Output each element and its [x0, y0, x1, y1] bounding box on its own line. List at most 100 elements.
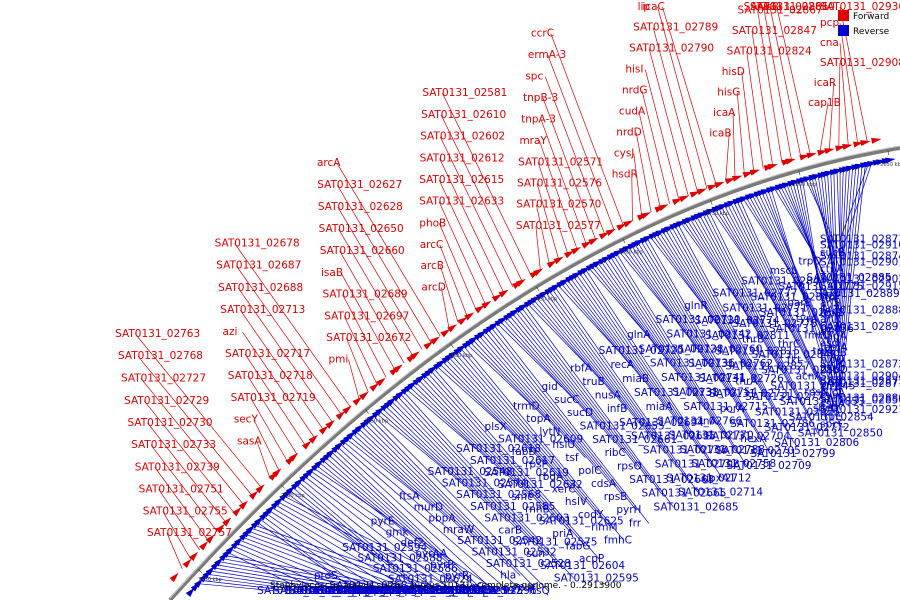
- reverse-gene-label: asd: [820, 337, 839, 349]
- connector-line: [478, 335, 586, 459]
- reverse-gene-feature: [185, 587, 195, 597]
- reverse-gene-label: fabD: [512, 446, 537, 458]
- forward-gene-label: icaB: [709, 127, 731, 139]
- reverse-gene-label: SAT0131_02786: [730, 418, 815, 430]
- connector-line: [336, 162, 441, 337]
- reverse-gene-label: SAT0131_02617: [470, 455, 555, 467]
- connector-line: [668, 228, 766, 398]
- connector-line: [298, 481, 424, 591]
- reverse-gene-label: tkt: [787, 355, 801, 367]
- connector-line: [594, 264, 671, 364]
- connector-line: [499, 321, 575, 401]
- connector-line: [643, 239, 761, 440]
- connector-line: [367, 420, 521, 576]
- reverse-gene-label: trpE: [820, 411, 842, 423]
- connector-line: [442, 92, 532, 276]
- reverse-gene-label: SAT0131_02574: [442, 478, 527, 490]
- forward-gene-label: nrdD: [616, 127, 642, 139]
- reverse-gene-label: SAT0131_02728: [639, 343, 724, 355]
- connector-line: [336, 185, 432, 343]
- scale-tick-label: 2650 kbp: [534, 297, 558, 303]
- reverse-gene-label: SAT0131_02872: [820, 358, 900, 370]
- connector-line: [406, 388, 477, 450]
- scale-ticks: 2450 kbp 2500 kbp 2550 kbp 2600 kbp 2650 kbp…: [197, 150, 900, 583]
- reverse-gene-label: SAT0131_02646: [406, 585, 491, 597]
- forward-gene-feature: [491, 294, 502, 302]
- reverse-gene-label: polC: [578, 465, 601, 477]
- reverse-gene-label: SAT0131_02568: [456, 489, 541, 501]
- forward-gene-feature: [222, 517, 232, 527]
- reverse-gene-label: SAT0131_02771: [723, 303, 808, 315]
- connector-line: [242, 536, 385, 592]
- connector-line: [439, 158, 505, 293]
- forward-gene-label: isaB: [321, 267, 343, 279]
- connector-line: [770, 189, 841, 417]
- connector-line: [524, 305, 674, 508]
- reverse-gene-feature: [305, 466, 316, 476]
- connector-line: [839, 168, 847, 297]
- connector-line: [521, 307, 662, 494]
- reverse-gene-label: trmD: [513, 400, 540, 412]
- connector-line: [204, 576, 310, 592]
- reverse-gene-label: SAT0131_02880: [820, 393, 900, 405]
- connector-line: [635, 132, 652, 213]
- forward-gene-feature: [689, 191, 700, 198]
- reverse-gene-label: ctpA: [820, 264, 845, 276]
- connector-line: [662, 6, 717, 186]
- connector-line: [376, 413, 448, 473]
- forward-gene-label: SAT0131_02727: [121, 373, 206, 385]
- connector-line: [427, 372, 573, 535]
- forward-gene-label: sasA: [237, 435, 262, 447]
- forward-gene-label: icaR: [814, 77, 836, 89]
- connector-line: [334, 449, 480, 588]
- forward-gene-feature: [440, 328, 451, 338]
- connector-line: [343, 316, 378, 385]
- connector-line: [622, 249, 687, 335]
- connector-line: [237, 287, 333, 423]
- forward-gene-feature: [392, 364, 403, 373]
- forward-gene-label: SAT0131_02713: [220, 304, 305, 316]
- forward-gene-label: SAT0131_02627: [317, 179, 402, 191]
- reverse-gene-label: SAT0131_02548: [428, 466, 513, 478]
- connector-line: [545, 292, 664, 451]
- reverse-gene-label: sucD: [567, 407, 593, 419]
- connector-line: [397, 396, 547, 555]
- connector-line: [705, 212, 810, 418]
- connector-line: [430, 370, 586, 547]
- forward-gene-label: SAT0131_02860: [750, 1, 835, 13]
- connector-line: [763, 6, 792, 161]
- connector-line: [839, 169, 844, 280]
- connector-line: [289, 490, 378, 559]
- forward-gene-feature: [308, 434, 319, 444]
- forward-gene-label: SAT0131_02687: [216, 260, 301, 272]
- connector-line: [693, 217, 772, 356]
- reverse-gene-feature: [245, 524, 255, 535]
- forward-gene-feature: [640, 212, 651, 220]
- connector-line: [533, 299, 615, 396]
- scale-tick: [197, 569, 202, 573]
- connector-line: [633, 153, 643, 217]
- forward-gene-feature: [570, 247, 582, 255]
- forward-gene-feature: [724, 178, 736, 185]
- reverse-gene-label: sucA: [820, 387, 846, 399]
- connector-line: [439, 244, 468, 318]
- connector-line: [690, 218, 763, 340]
- reverse-gene-label: acpP: [579, 553, 604, 565]
- forward-gene-label: SAT0131_02730: [128, 417, 213, 429]
- reverse-gene-label: SAT0131_02621: [403, 584, 488, 596]
- forward-gene-label: SAT0131_02612: [420, 152, 505, 164]
- reverse-gene-label: SAT0131_02762: [688, 358, 773, 370]
- forward-gene-label: SAT0131_02751: [139, 483, 224, 495]
- connector-line: [560, 283, 631, 366]
- forward-gene-feature: [359, 391, 369, 401]
- forward-gene-label: SAT0131_02697: [324, 310, 409, 322]
- reverse-gene-label: SAT0131_02814: [321, 585, 406, 597]
- scale-tick-label: 2550 kbp: [364, 418, 388, 424]
- reverse-gene-label: ftsA: [399, 490, 420, 502]
- reverse-gene-label: SAT0131_02878: [301, 585, 386, 597]
- legend-reverse-swatch: [838, 25, 849, 36]
- reverse-gene-label: proS: [314, 570, 338, 582]
- forward-gene-label: SAT0131_02571: [518, 156, 603, 168]
- forward-gene-label: SAT0131_02577: [516, 220, 601, 232]
- reverse-gene-label: SAT0131_02842: [752, 349, 837, 361]
